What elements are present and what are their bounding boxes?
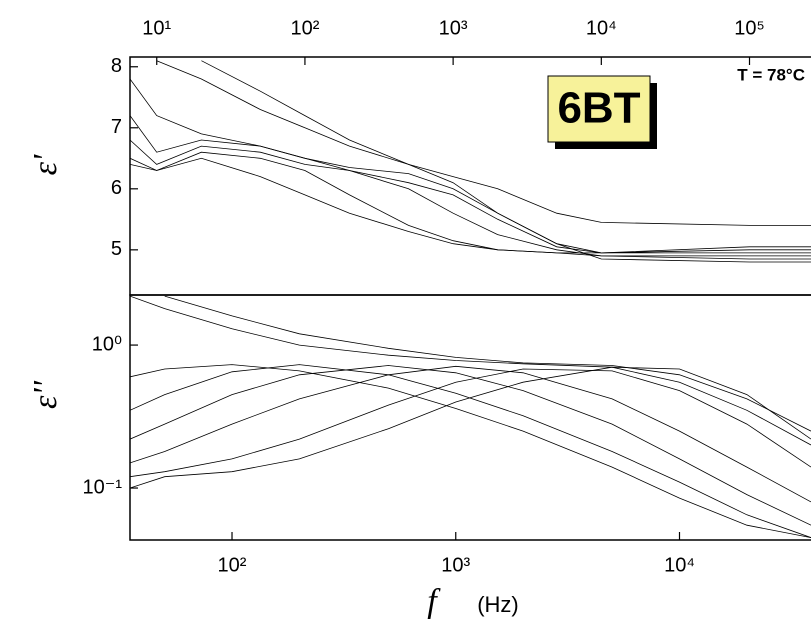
data-line: [130, 157, 811, 254]
x-tick-label: 10⁵: [734, 17, 765, 39]
x-axis-unit: (Hz): [477, 592, 519, 617]
y-tick-label: 5: [111, 238, 122, 260]
x-tick-label: 10⁴: [664, 554, 695, 576]
y-axis-label: ε': [27, 154, 64, 175]
data-line: [201, 60, 811, 254]
data-line: [130, 364, 811, 538]
x-axis-label: f: [427, 583, 441, 620]
data-line: [130, 295, 811, 446]
temperature-label: T = 78°C: [737, 65, 805, 84]
data-line: [130, 78, 811, 254]
data-line: [130, 368, 811, 478]
data-line: [130, 139, 811, 260]
x-tick-label: 10¹: [142, 17, 171, 39]
data-line: [130, 366, 811, 489]
y-tick-label: 7: [111, 116, 122, 138]
frame: [129, 294, 811, 541]
data-line: [130, 115, 811, 263]
x-tick-label: 10²: [290, 17, 319, 39]
x-tick-label: 10⁴: [586, 17, 617, 39]
y-tick-label: 10⁻¹: [83, 476, 123, 498]
data-line: [164, 295, 811, 432]
data-line: [130, 365, 811, 503]
data-line: [130, 364, 811, 538]
plot-area: [130, 60, 811, 263]
data-line: [156, 60, 811, 226]
data-line: [130, 151, 811, 257]
sample-label: 6BT: [557, 84, 640, 133]
frame: [129, 56, 811, 296]
y-tick-label: 6: [111, 177, 122, 199]
x-tick-label: 10³: [441, 554, 470, 576]
data-line: [130, 365, 811, 526]
y-tick-label: 10⁰: [92, 333, 122, 355]
plot-area: [130, 295, 811, 538]
x-tick-label: 10³: [439, 17, 468, 39]
x-tick-label: 10²: [218, 554, 247, 576]
y-axis-label: ε'': [27, 380, 64, 409]
y-tick-label: 8: [111, 55, 122, 77]
label-box: [547, 75, 651, 143]
